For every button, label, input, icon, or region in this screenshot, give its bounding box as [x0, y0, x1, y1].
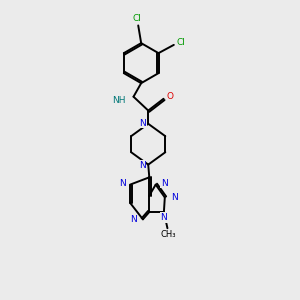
Text: CH₃: CH₃	[160, 230, 176, 239]
Text: NH: NH	[112, 96, 126, 105]
Text: N: N	[130, 215, 137, 224]
Text: N: N	[171, 193, 177, 202]
Text: N: N	[160, 213, 167, 222]
Text: N: N	[139, 161, 146, 170]
Text: Cl: Cl	[176, 38, 185, 47]
Text: N: N	[119, 179, 126, 188]
Text: N: N	[140, 119, 146, 128]
Text: N: N	[161, 179, 168, 188]
Text: O: O	[167, 92, 173, 101]
Text: Cl: Cl	[132, 14, 141, 22]
